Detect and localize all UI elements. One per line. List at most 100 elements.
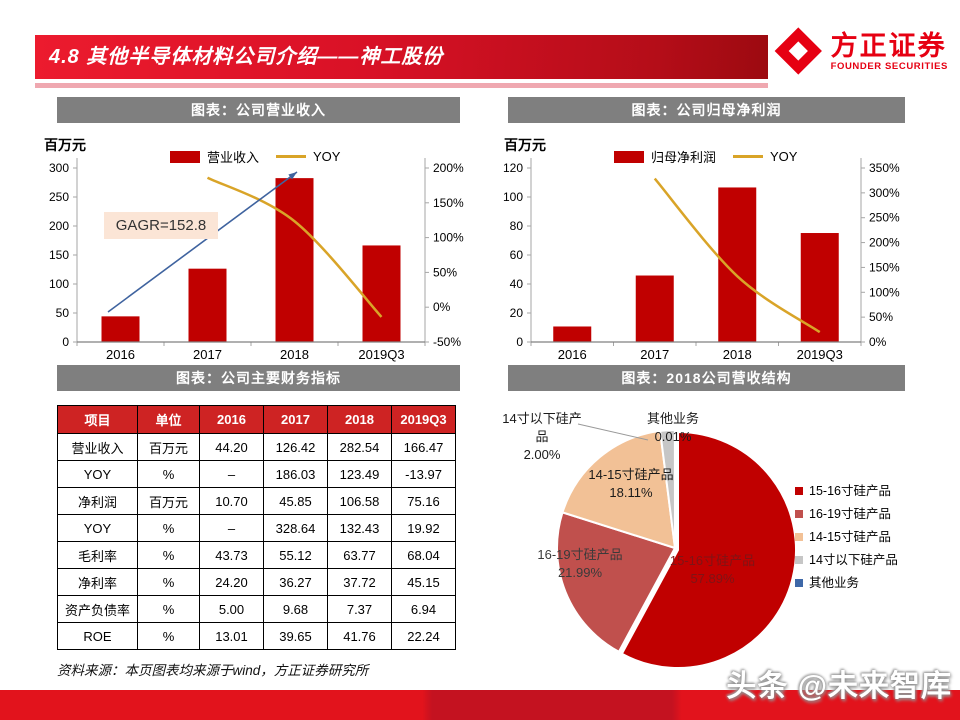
pie-slice-1: [556, 511, 676, 653]
table-cell: YOY: [57, 460, 138, 488]
table-cell: ROE: [57, 622, 138, 650]
svg-text:-50%: -50%: [433, 335, 461, 349]
table-cell: 10.70: [199, 487, 264, 515]
legend-swatch-3: [795, 556, 803, 564]
svg-text:300: 300: [49, 161, 69, 175]
svg-text:300%: 300%: [869, 186, 900, 200]
svg-text:120: 120: [503, 161, 523, 175]
founder-logo: 方正证券 FOUNDER SECURITIES: [772, 20, 948, 82]
table-row: YOY% –328.64 132.43 19.92: [57, 514, 456, 542]
table-cell: %: [137, 460, 200, 488]
svg-text:150%: 150%: [869, 260, 900, 274]
profit-unit-label: 百万元: [504, 137, 546, 153]
table-cell: 55.12: [263, 541, 328, 569]
profit-legend-label: 归母净利润: [651, 150, 717, 165]
table-cell: %: [137, 622, 200, 650]
svg-text:2018: 2018: [280, 347, 309, 362]
financial-table-title: 图表：公司主要财务指标: [57, 365, 460, 391]
svg-text:350%: 350%: [869, 161, 900, 175]
svg-text:100%: 100%: [869, 285, 900, 299]
legend-swatch-2: [795, 533, 803, 541]
table-cell: –: [199, 460, 264, 488]
pie-slice-0: [620, 431, 797, 669]
svg-text:250%: 250%: [869, 211, 900, 225]
svg-text:2017: 2017: [640, 347, 669, 362]
table-cell: 45.15: [391, 568, 456, 596]
table-cell: 63.77: [327, 541, 392, 569]
table-cell: 123.49: [327, 460, 392, 488]
table-header-cell: 2018: [327, 405, 392, 434]
table-cell: 75.16: [391, 487, 456, 515]
table-cell: 19.92: [391, 514, 456, 542]
svg-text:0: 0: [516, 335, 523, 349]
table-cell: 37.72: [327, 568, 392, 596]
table-cell: 126.42: [263, 433, 328, 461]
table-cell: 106.58: [327, 487, 392, 515]
pie-label-4: 其他业务 0.01%: [646, 411, 699, 444]
table-header-cell: 项目: [57, 405, 138, 434]
pie-legend: 15-16寸硅产品 16-19寸硅产品 14-15寸硅产品 14寸以下硅产品 其他业务: [795, 484, 898, 590]
table-header-row: 项目 单位 2016 2017 2018 2019Q3: [57, 405, 456, 434]
bar-2018: [275, 178, 314, 342]
svg-text:100: 100: [503, 190, 523, 204]
table-cell: 24.20: [199, 568, 264, 596]
bar-2016: [101, 316, 140, 342]
table-cell: 营业收入: [57, 433, 138, 461]
table-cell: 68.04: [391, 541, 456, 569]
legend-swatch-1: [795, 510, 803, 518]
source-note: 资料来源：本页图表均来源于wind，方正证券研究所: [57, 663, 369, 678]
table-cell: 282.54: [327, 433, 392, 461]
revenue-bar-swatch: [170, 150, 200, 163]
table-cell: %: [137, 541, 200, 569]
table-header-cell: 2019Q3: [391, 405, 456, 434]
yoy-line: [206, 176, 383, 318]
logo-name: 方正证券: [830, 30, 947, 61]
revenue-legend-label: 营业收入: [207, 150, 260, 165]
table-cell: 5.00: [199, 595, 264, 623]
svg-text:80: 80: [510, 219, 524, 233]
table-cell: 6.94: [391, 595, 456, 623]
svg-text:150%: 150%: [433, 196, 464, 210]
profit-bar-line-chart: 0 20 40 60 80 100 120 0% 50% 100% 150% 200% 250% 300%…: [503, 158, 900, 362]
svg-text:100: 100: [49, 277, 69, 291]
table-cell: 百万元: [137, 487, 200, 515]
svg-text:60: 60: [510, 248, 524, 262]
svg-text:2019Q3: 2019Q3: [358, 347, 404, 362]
pie-label-1: 16-19寸硅产品 21.99%: [537, 547, 623, 580]
bar-2018: [718, 187, 757, 342]
svg-text:2016: 2016: [106, 347, 135, 362]
svg-text:200: 200: [49, 219, 69, 233]
table-cell: –: [199, 514, 264, 542]
pie-slice-2: [561, 429, 676, 549]
table-cell: 毛利率: [57, 541, 138, 569]
table-header-cell: 2016: [199, 405, 264, 434]
profit-yoy-line-swatch: [733, 155, 764, 158]
bar-2017: [188, 268, 227, 342]
table-row: YOY% –186.03 123.49 -13.97: [57, 460, 456, 488]
table-cell: 186.03: [263, 460, 328, 488]
trend-arrow: [107, 171, 298, 313]
pie-label-0: 15-16寸硅产品 57.89%: [669, 553, 756, 586]
bar-2017: [635, 275, 674, 342]
table-cell: 43.73: [199, 541, 264, 569]
table-cell: 22.24: [391, 622, 456, 650]
pie-legend-item-2: 14-15寸硅产品: [795, 530, 898, 544]
table-cell: 百万元: [137, 433, 200, 461]
table-cell: 132.43: [327, 514, 392, 542]
table-row: 毛利率% 43.73 55.12 63.77 68.04: [57, 541, 456, 569]
revenue-yoy-legend-label: YOY: [313, 149, 341, 164]
table-cell: 36.27: [263, 568, 328, 596]
pie-legend-item-3: 14寸以下硅产品: [795, 553, 898, 567]
svg-text:50%: 50%: [433, 265, 457, 279]
revenue-bar-line-chart: 0 50 100 150 200 250 300 -50% 0% 50% 100% 150% 200% 2…: [49, 158, 464, 362]
svg-text:250: 250: [49, 190, 69, 204]
profit-chart-title: 图表：公司归母净利润: [508, 97, 905, 123]
svg-text:2016: 2016: [558, 347, 587, 362]
table-cell: -13.97: [391, 460, 456, 488]
svg-text:0: 0: [62, 335, 69, 349]
bar-2019Q3: [362, 245, 401, 342]
table-cell: 净利率: [57, 568, 138, 596]
table-cell: 资产负债率: [57, 595, 138, 623]
bottom-red-band: [0, 690, 960, 720]
